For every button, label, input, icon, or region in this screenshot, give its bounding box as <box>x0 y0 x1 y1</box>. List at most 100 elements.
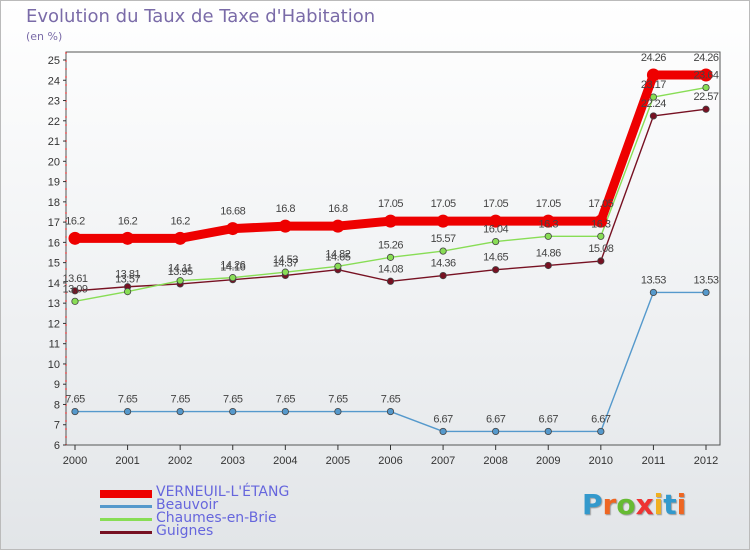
data-label: 6.67 <box>591 413 611 425</box>
data-point <box>123 407 132 416</box>
data-point <box>68 231 82 245</box>
data-label: 16.68 <box>220 206 245 218</box>
data-label: 23.17 <box>641 79 666 91</box>
data-label: 15.57 <box>431 233 456 245</box>
data-label: 15.08 <box>588 243 613 255</box>
x-tick-label: 2000 <box>63 455 87 467</box>
data-point <box>334 262 342 270</box>
data-label: 22.57 <box>693 91 718 103</box>
data-point <box>492 427 500 436</box>
data-label: 14.36 <box>431 258 456 270</box>
data-point <box>702 288 710 297</box>
data-label: 13.81 <box>115 269 140 281</box>
data-label: 17.05 <box>483 198 508 210</box>
chart-title: Evolution du Taux de Taxe d'Habitation <box>26 6 376 27</box>
data-point <box>544 232 552 240</box>
data-label: 13.95 <box>168 266 193 278</box>
y-tick-label: 21 <box>48 136 60 148</box>
x-tick-label: 2010 <box>589 455 613 467</box>
data-label: 16.8 <box>328 203 348 215</box>
data-label: 13.57 <box>115 274 140 286</box>
data-point <box>702 83 710 92</box>
legend-label: VERNEUIL-L'ÉTANG <box>156 484 290 500</box>
x-tick-label: 2002 <box>168 455 192 467</box>
data-point <box>646 68 660 82</box>
data-point <box>702 105 710 113</box>
data-point <box>492 237 500 246</box>
data-label: 7.65 <box>328 394 348 406</box>
data-point <box>544 261 552 270</box>
data-label: 16.8 <box>276 203 296 215</box>
data-point <box>386 407 395 416</box>
x-tick-label: 2009 <box>536 455 560 467</box>
data-label: 15.26 <box>378 239 403 251</box>
data-point <box>597 427 605 436</box>
data-point <box>229 407 237 416</box>
data-label: 17.05 <box>588 198 613 210</box>
data-label: 7.65 <box>381 394 401 406</box>
data-point <box>173 231 187 245</box>
y-tick-label: 16 <box>48 237 60 249</box>
legend-swatch <box>100 531 152 534</box>
y-tick-label: 22 <box>48 116 60 128</box>
data-point <box>226 222 240 236</box>
data-label: 14.08 <box>378 263 403 275</box>
data-point <box>71 407 79 416</box>
x-tick-label: 2007 <box>431 455 455 467</box>
x-tick-label: 2011 <box>642 455 666 467</box>
data-point <box>281 407 289 416</box>
y-tick-label: 7 <box>54 420 60 432</box>
data-point <box>649 288 658 297</box>
logo-letter: t <box>663 488 677 521</box>
data-point <box>334 407 342 416</box>
data-label: 16.3 <box>591 218 611 230</box>
data-point <box>384 214 397 228</box>
y-tick-label: 6 <box>54 440 60 452</box>
data-label: 14.65 <box>483 252 508 264</box>
y-tick-label: 19 <box>48 177 60 189</box>
data-point <box>386 277 395 285</box>
data-label: 23.64 <box>693 70 718 82</box>
y-tick-label: 8 <box>54 399 60 411</box>
data-point <box>71 297 79 305</box>
data-label: 24.26 <box>641 52 666 64</box>
legend-swatch <box>100 490 152 498</box>
y-tick-label: 14 <box>48 278 60 290</box>
logo-letter: P <box>582 488 603 521</box>
data-point <box>176 277 184 285</box>
logo-letter: r <box>602 488 617 521</box>
y-tick-label: 9 <box>54 379 60 391</box>
data-label: 13.61 <box>62 273 87 285</box>
data-label: 16.2 <box>65 215 85 227</box>
data-point <box>436 214 450 228</box>
legend-swatch <box>100 505 152 508</box>
data-point <box>439 247 447 255</box>
data-point <box>597 232 605 240</box>
data-label: 14.37 <box>273 257 298 269</box>
data-point <box>71 287 79 295</box>
data-label: 14.53 <box>273 254 298 266</box>
legend-swatch <box>100 518 152 521</box>
x-tick-label: 2001 <box>115 455 139 467</box>
data-label: 7.65 <box>118 394 138 406</box>
data-label: 14.16 <box>220 262 245 274</box>
data-point <box>123 288 132 296</box>
data-label: 14.11 <box>168 263 193 275</box>
y-tick-label: 20 <box>48 156 60 168</box>
y-tick-label: 13 <box>48 298 60 310</box>
data-point <box>331 219 345 233</box>
data-point <box>544 427 552 436</box>
data-point <box>229 274 237 282</box>
logo-letter: x <box>635 488 654 521</box>
x-tick-label: 2003 <box>221 455 245 467</box>
y-tick-label: 17 <box>48 217 60 229</box>
x-tick-label: 2012 <box>694 455 718 467</box>
data-point <box>121 231 135 245</box>
data-label: 16.2 <box>170 215 190 227</box>
y-tick-label: 25 <box>48 55 60 67</box>
data-point <box>386 253 395 261</box>
logo-letter: i <box>653 488 664 521</box>
data-point <box>439 427 447 436</box>
